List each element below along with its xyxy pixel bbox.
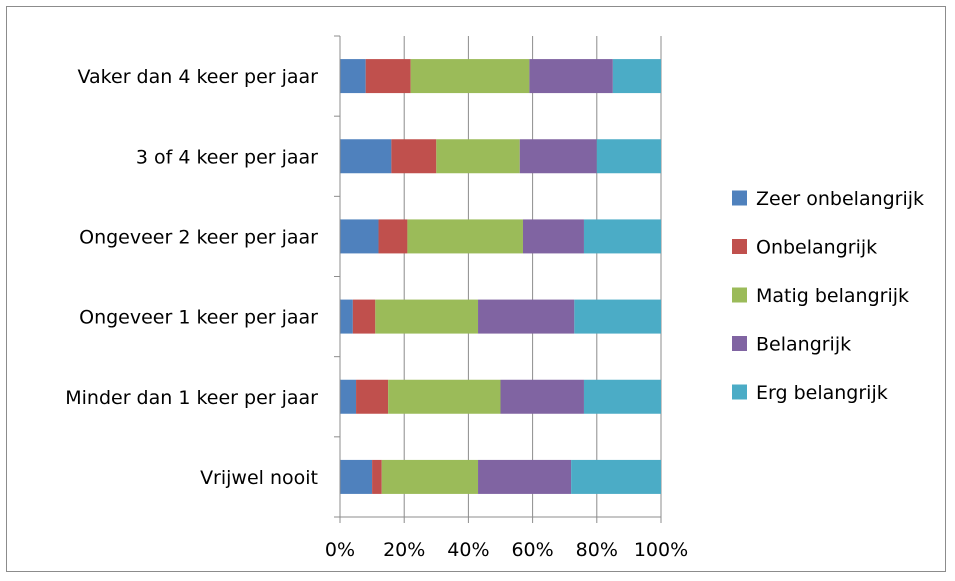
bar-segment	[522, 219, 584, 254]
bar-segment	[372, 459, 382, 494]
bar-segment	[388, 379, 501, 414]
bar-segment	[596, 139, 661, 174]
category-label: Vrijwel nooit	[200, 467, 318, 489]
bar-segment	[574, 299, 661, 334]
bar-segment	[436, 139, 520, 174]
legend-label: Zeer onbelangrijk	[756, 188, 924, 210]
x-tick-label: 20%	[383, 539, 425, 561]
x-tick-label: 100%	[634, 539, 688, 561]
bar-segment	[375, 299, 479, 334]
legend-label: Belangrijk	[756, 334, 851, 356]
category-labels: Vaker dan 4 keer per jaar 3 of 4 keer per…	[65, 66, 318, 489]
legend-swatch	[732, 239, 747, 254]
bar-segment	[391, 139, 437, 174]
bar-segment	[340, 59, 366, 94]
axes	[334, 35, 662, 523]
bar-segment	[583, 379, 661, 414]
legend-label: Matig belangrijk	[756, 285, 909, 307]
bar-segment	[356, 379, 389, 414]
legend-label: Erg belangrijk	[756, 382, 888, 404]
bar-segment	[340, 459, 373, 494]
x-tick-label: 60%	[511, 539, 553, 561]
bar-segment	[340, 299, 353, 334]
x-tick-label: 80%	[576, 539, 618, 561]
bar-segment	[340, 139, 392, 174]
bar-segment	[340, 379, 357, 414]
category-label: Ongeveer 1 keer per jaar	[79, 307, 318, 329]
x-tick-label: 0%	[325, 539, 355, 561]
bar-segment	[500, 379, 584, 414]
bar-segment	[352, 299, 376, 334]
bar-segment	[365, 59, 411, 94]
bar-series	[340, 59, 661, 494]
grid-lines	[403, 36, 662, 517]
legend-swatch	[732, 384, 747, 400]
bar-segment	[583, 219, 661, 254]
category-label: 3 of 4 keer per jaar	[136, 146, 318, 168]
bar-segment	[519, 139, 597, 174]
x-tick-label: 40%	[447, 539, 489, 561]
bar-segment	[410, 59, 530, 94]
bar-segment	[612, 59, 661, 94]
bar-segment	[407, 219, 523, 254]
bar-segment	[378, 219, 408, 254]
legend-swatch	[732, 190, 747, 206]
legend: Zeer onbelangrijk Onbelangrijk Matig belan…	[732, 188, 924, 404]
bar-segment	[529, 59, 613, 94]
bar-segment	[571, 459, 661, 494]
bar-segment	[340, 219, 379, 254]
bar-segment	[478, 299, 575, 334]
legend-label: Onbelangrijk	[756, 237, 877, 259]
bar-segment	[381, 459, 479, 494]
category-label: Vaker dan 4 keer per jaar	[78, 66, 319, 88]
legend-swatch	[732, 287, 747, 303]
category-label: Ongeveer 2 keer per jaar	[79, 226, 318, 248]
x-tick-labels: 0% 20% 40% 60% 80% 100%	[325, 539, 688, 561]
bar-segment	[478, 459, 572, 494]
category-label: Minder dan 1 keer per jaar	[65, 387, 318, 409]
legend-swatch	[732, 336, 747, 351]
